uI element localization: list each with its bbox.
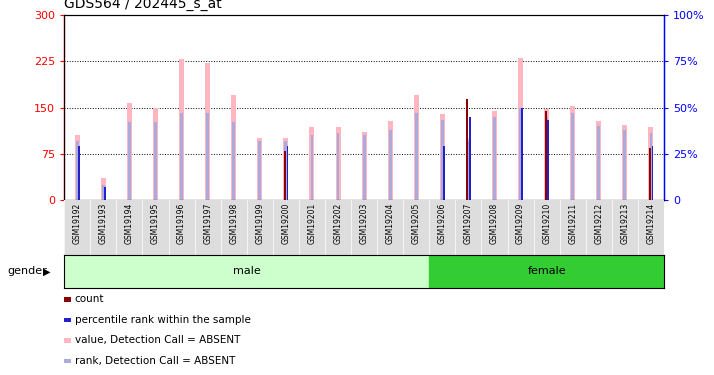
Bar xyxy=(623,125,628,200)
Bar xyxy=(257,138,262,200)
Bar xyxy=(104,187,106,200)
Bar xyxy=(336,134,339,200)
Text: GSM19203: GSM19203 xyxy=(360,203,368,244)
Bar xyxy=(548,120,549,200)
Bar xyxy=(518,58,523,200)
Text: GSM19192: GSM19192 xyxy=(73,203,82,244)
Bar xyxy=(469,117,471,200)
Text: GSM19201: GSM19201 xyxy=(308,203,316,244)
Text: rank, Detection Call = ABSENT: rank, Detection Call = ABSENT xyxy=(74,356,235,366)
Bar xyxy=(545,111,547,200)
Text: GSM19197: GSM19197 xyxy=(203,203,212,244)
Bar xyxy=(286,146,288,200)
Text: GSM19194: GSM19194 xyxy=(125,203,134,244)
Text: GSM19196: GSM19196 xyxy=(177,203,186,244)
Text: GSM19213: GSM19213 xyxy=(620,203,630,244)
Text: ▶: ▶ xyxy=(43,267,50,276)
Bar xyxy=(648,127,653,200)
Bar xyxy=(493,117,496,200)
Text: GSM19195: GSM19195 xyxy=(151,203,160,244)
Text: GSM19193: GSM19193 xyxy=(99,203,108,244)
Text: GSM19206: GSM19206 xyxy=(438,203,447,244)
Bar xyxy=(64,255,429,288)
Text: GSM19204: GSM19204 xyxy=(386,203,395,244)
Text: GSM19209: GSM19209 xyxy=(516,203,525,244)
Bar xyxy=(258,141,261,200)
Bar xyxy=(415,113,418,200)
Bar xyxy=(231,95,236,200)
Text: GSM19211: GSM19211 xyxy=(568,203,577,244)
Bar xyxy=(652,146,653,200)
Bar xyxy=(521,108,523,200)
Text: GSM19200: GSM19200 xyxy=(281,203,291,244)
Bar xyxy=(78,146,80,200)
Bar xyxy=(598,126,600,200)
Text: GDS564 / 202445_s_at: GDS564 / 202445_s_at xyxy=(64,0,222,11)
Text: GSM19199: GSM19199 xyxy=(256,203,264,244)
Text: GSM19205: GSM19205 xyxy=(412,203,421,244)
Bar xyxy=(650,134,653,200)
Bar xyxy=(101,178,106,200)
Text: count: count xyxy=(74,294,104,304)
Bar xyxy=(429,255,664,288)
Text: male: male xyxy=(233,267,261,276)
Bar xyxy=(570,106,575,200)
Bar xyxy=(467,141,470,200)
Bar xyxy=(389,130,392,200)
Bar xyxy=(309,127,314,200)
Bar xyxy=(571,113,574,200)
Bar xyxy=(596,121,601,200)
Bar xyxy=(153,108,158,200)
Bar xyxy=(232,122,235,200)
Text: GSM19208: GSM19208 xyxy=(490,203,499,244)
Bar xyxy=(441,120,444,200)
Bar xyxy=(179,59,184,200)
Text: female: female xyxy=(528,267,566,276)
Bar xyxy=(492,111,497,200)
Text: gender: gender xyxy=(7,267,47,276)
Bar xyxy=(414,95,419,200)
Text: percentile rank within the sample: percentile rank within the sample xyxy=(74,315,251,325)
Bar xyxy=(128,122,131,200)
Bar xyxy=(519,108,522,200)
Bar xyxy=(361,132,367,200)
Text: GSM19198: GSM19198 xyxy=(229,203,238,244)
Bar xyxy=(544,109,549,200)
Text: value, Detection Call = ABSENT: value, Detection Call = ABSENT xyxy=(74,336,240,345)
Bar xyxy=(180,113,183,200)
Bar xyxy=(205,63,210,200)
Bar xyxy=(649,148,651,200)
Bar xyxy=(311,135,313,200)
Text: GSM19214: GSM19214 xyxy=(646,203,655,244)
Text: GSM19210: GSM19210 xyxy=(542,203,551,244)
Bar xyxy=(284,141,287,200)
Bar xyxy=(440,114,445,200)
Bar xyxy=(102,185,105,200)
Text: GSM19207: GSM19207 xyxy=(464,203,473,244)
Bar xyxy=(206,113,209,200)
Text: GSM19212: GSM19212 xyxy=(594,203,603,244)
Bar xyxy=(283,151,286,200)
Bar xyxy=(127,103,132,200)
Bar xyxy=(154,122,157,200)
Bar xyxy=(363,135,366,200)
Bar xyxy=(76,141,79,200)
Bar xyxy=(336,127,341,200)
Bar xyxy=(623,130,626,200)
Bar xyxy=(466,99,468,200)
Bar xyxy=(75,135,80,200)
Bar xyxy=(466,138,471,200)
Bar xyxy=(443,146,445,200)
Bar xyxy=(283,138,288,200)
Bar xyxy=(388,121,393,200)
Text: GSM19202: GSM19202 xyxy=(333,203,343,244)
Bar xyxy=(545,117,548,200)
